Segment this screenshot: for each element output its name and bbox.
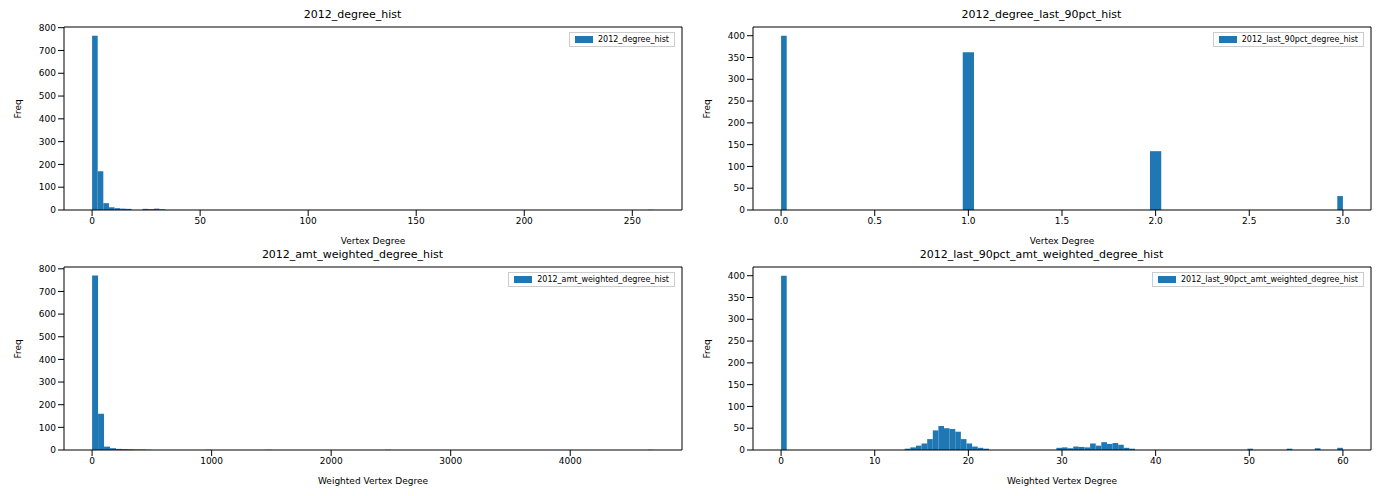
svg-text:600: 600 [39, 309, 56, 319]
svg-text:Vertex Degree: Vertex Degree [1030, 236, 1095, 246]
svg-text:20: 20 [963, 456, 975, 466]
html-text:2012_degree_hist: 2012_degree_hist [598, 35, 669, 44]
svg-text:700: 700 [39, 46, 56, 56]
svg-text:4000: 4000 [559, 456, 582, 466]
svg-text:2.0: 2.0 [1148, 216, 1163, 226]
svg-text:1.0: 1.0 [961, 216, 976, 226]
svg-text:400: 400 [39, 355, 56, 365]
svg-text:400: 400 [39, 114, 56, 124]
svg-text:60: 60 [1337, 456, 1349, 466]
html-text:2012_amt_weighted_degree_hist: 2012_amt_weighted_degree_hist [261, 248, 444, 261]
svg-text:150: 150 [728, 380, 745, 390]
svg-text:40: 40 [1150, 456, 1162, 466]
svg-text:400: 400 [728, 271, 745, 281]
svg-text:0: 0 [778, 456, 784, 466]
svg-text:200: 200 [39, 400, 56, 410]
svg-text:Weighted Vertex Degree: Weighted Vertex Degree [318, 476, 428, 486]
html-text:2012_degree_hist: 2012_degree_hist [303, 8, 402, 21]
svg-text:50: 50 [734, 183, 746, 193]
svg-text:50: 50 [194, 216, 206, 226]
svg-text:150: 150 [408, 216, 425, 226]
html-text:2012_last_90pct_amt_weighted_d: 2012_last_90pct_amt_weighted_degree_hist [1181, 275, 1358, 284]
svg-text:250: 250 [728, 96, 745, 106]
svg-text:100: 100 [300, 216, 317, 226]
svg-text:400: 400 [728, 31, 745, 41]
svg-text:0: 0 [50, 205, 56, 215]
svg-text:300: 300 [39, 137, 56, 147]
svg-text:500: 500 [39, 91, 56, 101]
svg-text:Freq: Freq [702, 99, 712, 118]
svg-text:500: 500 [39, 332, 56, 342]
svg-text:300: 300 [728, 314, 745, 324]
svg-text:Weighted Vertex Degree: Weighted Vertex Degree [1007, 476, 1117, 486]
svg-text:3.0: 3.0 [1336, 216, 1351, 226]
svg-text:300: 300 [39, 377, 56, 387]
svg-text:Freq: Freq [702, 339, 712, 358]
svg-text:300: 300 [728, 74, 745, 84]
svg-text:50: 50 [1244, 456, 1256, 466]
svg-text:Freq: Freq [13, 339, 23, 358]
svg-text:350: 350 [728, 53, 745, 63]
svg-text:100: 100 [728, 402, 745, 412]
svg-text:Vertex Degree: Vertex Degree [341, 236, 406, 246]
svg-text:600: 600 [39, 68, 56, 78]
svg-text:Freq: Freq [13, 99, 23, 118]
svg-text:50: 50 [734, 423, 746, 433]
svg-text:250: 250 [624, 216, 641, 226]
svg-text:200: 200 [39, 160, 56, 170]
svg-text:0: 0 [89, 216, 95, 226]
svg-text:0: 0 [89, 456, 95, 466]
svg-text:30: 30 [1056, 456, 1068, 466]
svg-text:150: 150 [728, 140, 745, 150]
svg-text:100: 100 [39, 182, 56, 192]
svg-text:200: 200 [728, 118, 745, 128]
svg-text:0.0: 0.0 [774, 216, 789, 226]
svg-text:0.5: 0.5 [868, 216, 882, 226]
svg-text:0: 0 [739, 445, 745, 455]
svg-text:100: 100 [39, 423, 56, 433]
html-text:2012_last_90pct_degree_hist: 2012_last_90pct_degree_hist [1241, 35, 1358, 44]
svg-text:800: 800 [39, 264, 56, 274]
svg-text:3000: 3000 [439, 456, 462, 466]
svg-text:200: 200 [728, 358, 745, 368]
html-text:2012_last_90pct_amt_weighted_d: 2012_last_90pct_amt_weighted_degree_hist [919, 248, 1164, 261]
svg-text:250: 250 [728, 336, 745, 346]
svg-text:700: 700 [39, 287, 56, 297]
html-text:2012_amt_weighted_degree_hist: 2012_amt_weighted_degree_hist [537, 275, 669, 284]
svg-text:100: 100 [728, 162, 745, 172]
svg-text:200: 200 [516, 216, 533, 226]
svg-text:1.5: 1.5 [1055, 216, 1069, 226]
svg-text:0: 0 [50, 445, 56, 455]
svg-text:350: 350 [728, 293, 745, 303]
html-text:2012_degree_last_90pct_hist: 2012_degree_last_90pct_hist [961, 8, 1122, 21]
svg-text:0: 0 [739, 205, 745, 215]
svg-text:10: 10 [869, 456, 881, 466]
svg-text:1000: 1000 [200, 456, 223, 466]
svg-text:800: 800 [39, 23, 56, 33]
svg-text:2.5: 2.5 [1242, 216, 1256, 226]
svg-text:2000: 2000 [320, 456, 343, 466]
